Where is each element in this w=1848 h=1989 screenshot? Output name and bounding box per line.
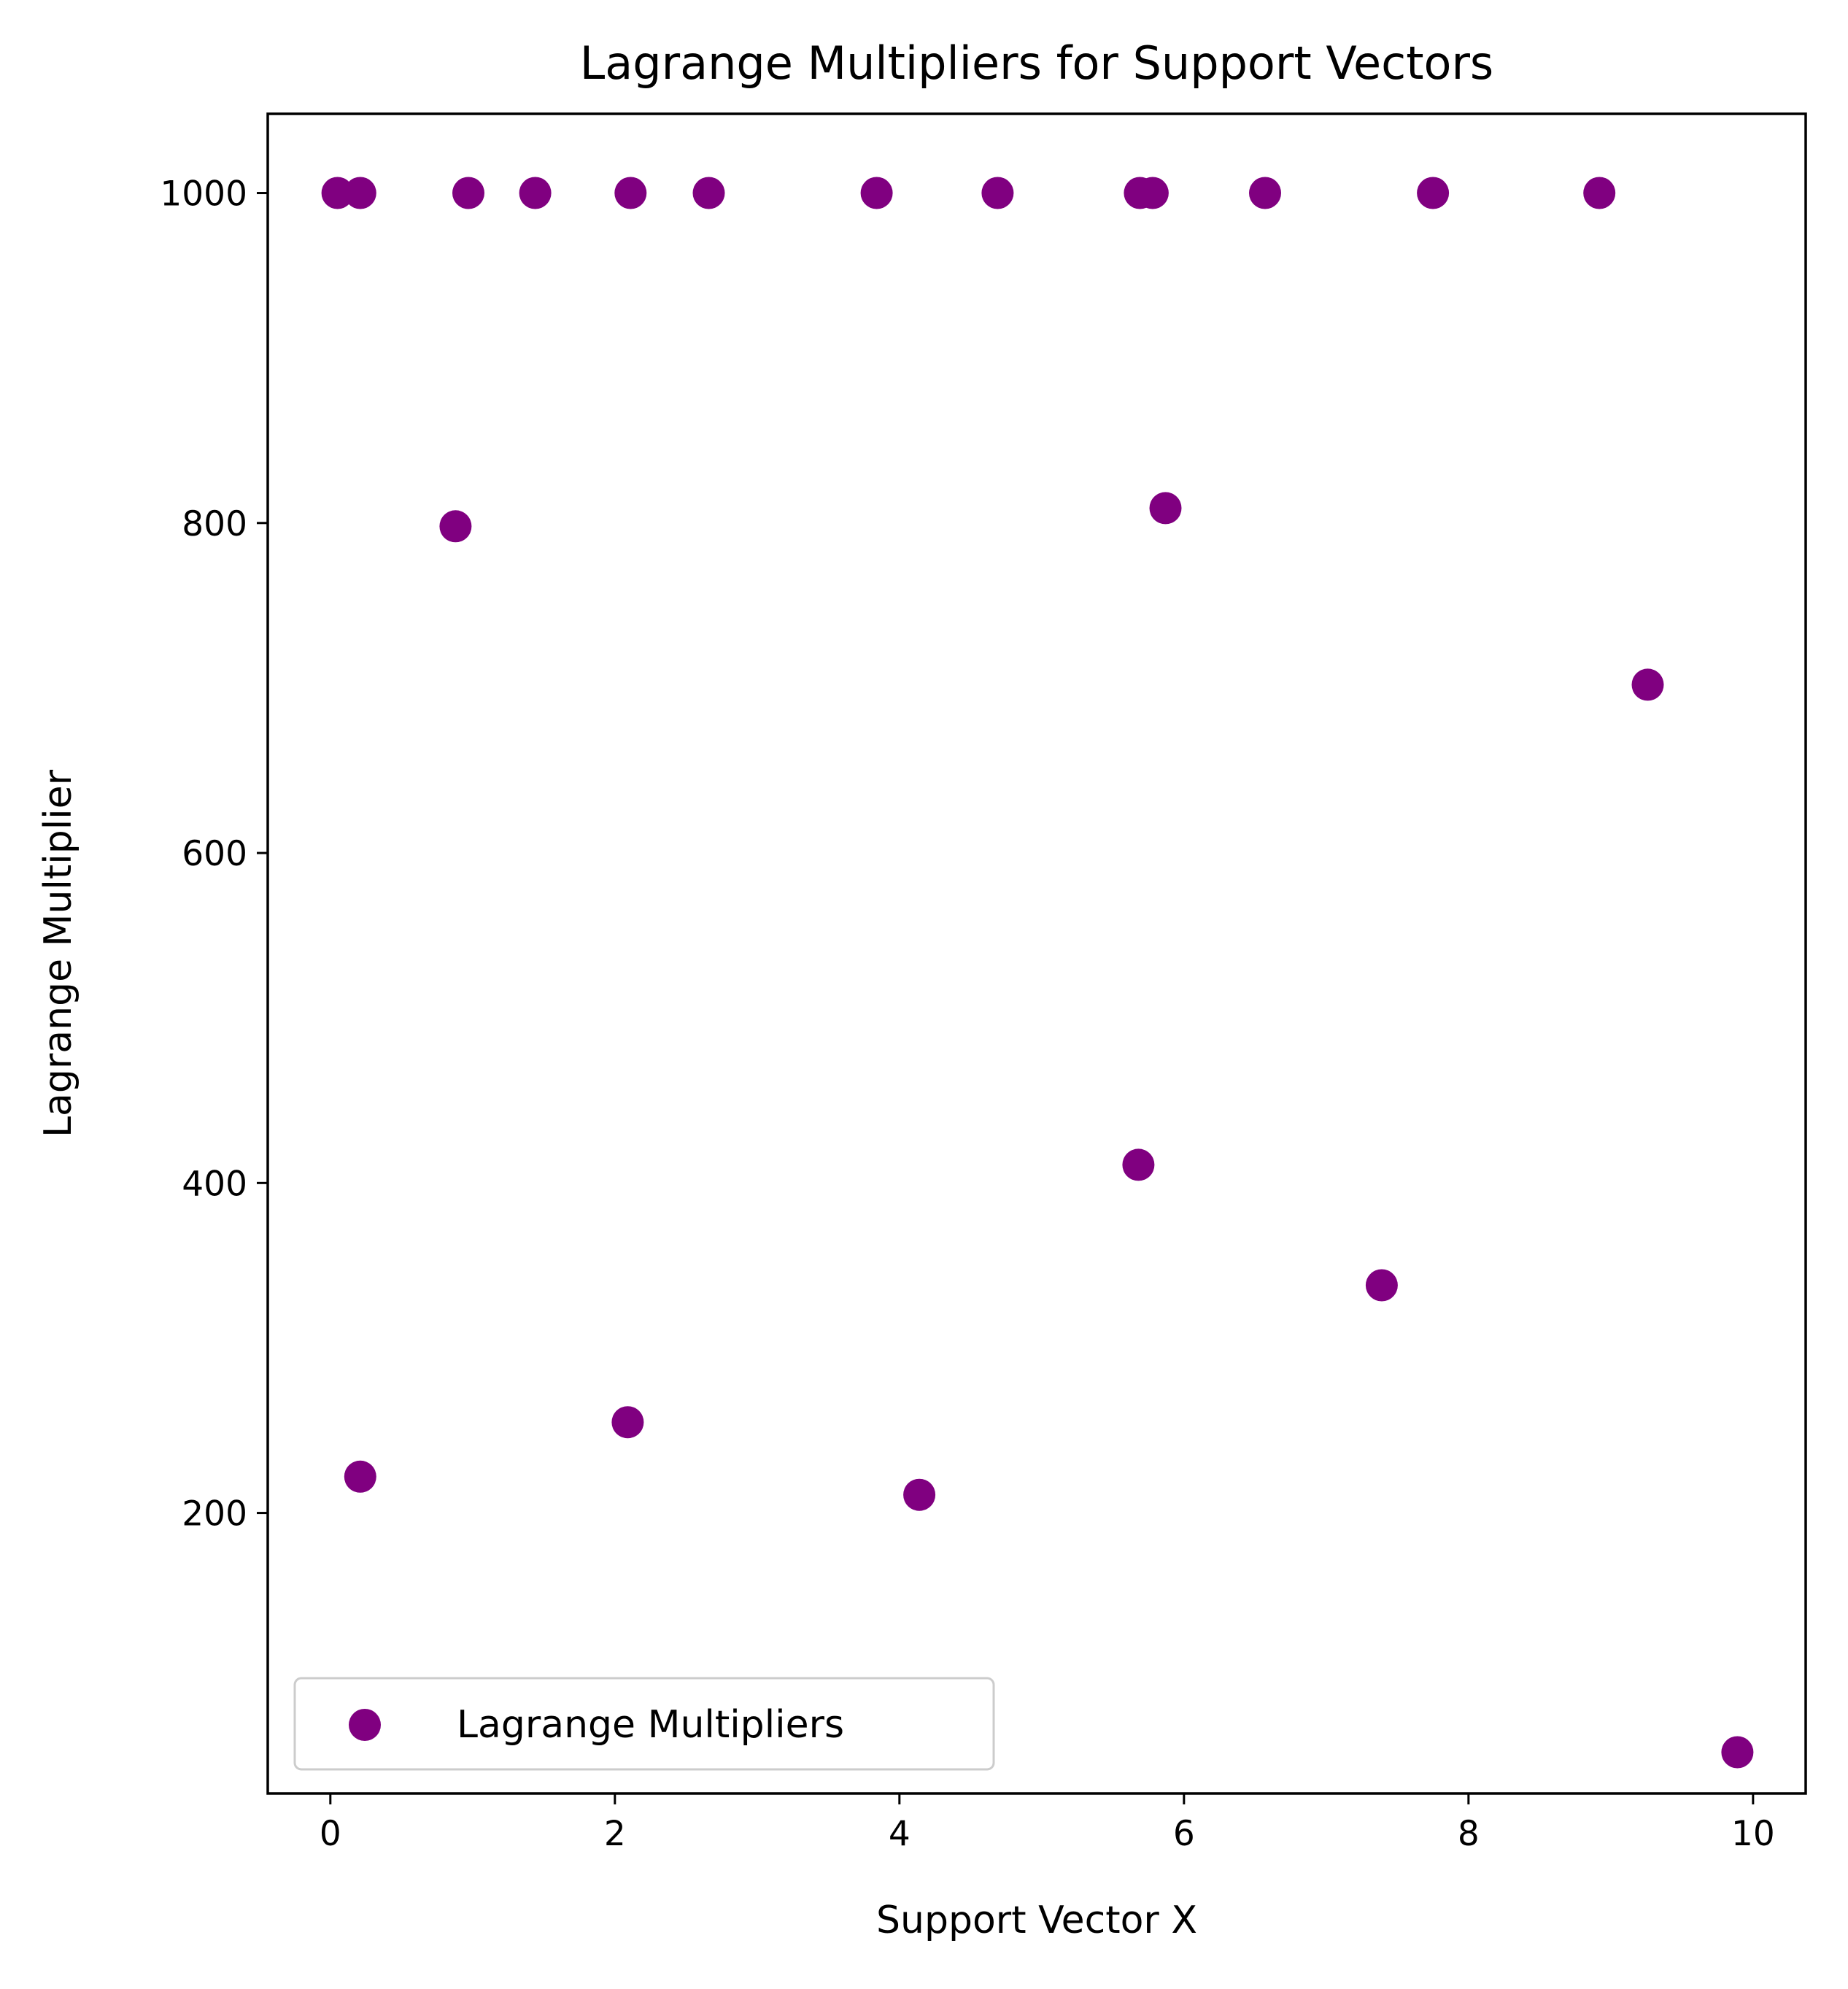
data-point: [439, 510, 472, 543]
y-tick-label: 800: [182, 504, 247, 544]
y-tick-label: 1000: [160, 174, 247, 215]
data-point: [321, 177, 354, 209]
x-tick-label: 4: [889, 1814, 911, 1854]
data-point: [611, 1406, 644, 1439]
legend-box: [293, 1677, 995, 1771]
data-point: [519, 177, 552, 209]
data-point: [1149, 492, 1182, 525]
data-point: [1249, 177, 1281, 209]
x-tick-label: 2: [604, 1814, 626, 1854]
axis-ticks: 0 2 4 6 8 10 200 400 600 800 1000: [160, 174, 1774, 1854]
data-point: [860, 177, 893, 209]
chart-title: Lagrange Multipliers for Support Vectors: [580, 36, 1494, 90]
legend-marker: [349, 1709, 381, 1741]
x-tick-label: 10: [1731, 1814, 1775, 1854]
legend-label: Lagrange Multipliers: [457, 1703, 844, 1747]
y-tick-label: 200: [182, 1494, 247, 1534]
data-point: [344, 1460, 376, 1493]
data-point: [981, 177, 1014, 209]
data-points: [321, 177, 1754, 1769]
x-tick-label: 6: [1173, 1814, 1195, 1854]
y-tick-label: 600: [182, 834, 247, 874]
data-point: [1417, 177, 1450, 209]
data-point: [1721, 1736, 1754, 1769]
x-axis-title: Support Vector X: [876, 1899, 1197, 1942]
data-point: [692, 177, 725, 209]
x-tick-label: 8: [1458, 1814, 1480, 1854]
plot-frame: [266, 112, 1807, 1795]
data-point: [1583, 177, 1616, 209]
legend: Lagrange Multipliers: [293, 1677, 995, 1771]
data-point: [1122, 1148, 1155, 1181]
data-point: [903, 1478, 936, 1511]
y-axis-title: Lagrange Multiplier: [36, 769, 80, 1138]
data-point: [614, 177, 647, 209]
data-point: [452, 177, 484, 209]
data-point: [1631, 668, 1664, 701]
data-point: [1365, 1269, 1398, 1302]
x-tick-label: 0: [320, 1814, 341, 1854]
data-point: [1136, 177, 1169, 209]
y-tick-label: 400: [182, 1164, 247, 1204]
data-point: [344, 177, 376, 209]
